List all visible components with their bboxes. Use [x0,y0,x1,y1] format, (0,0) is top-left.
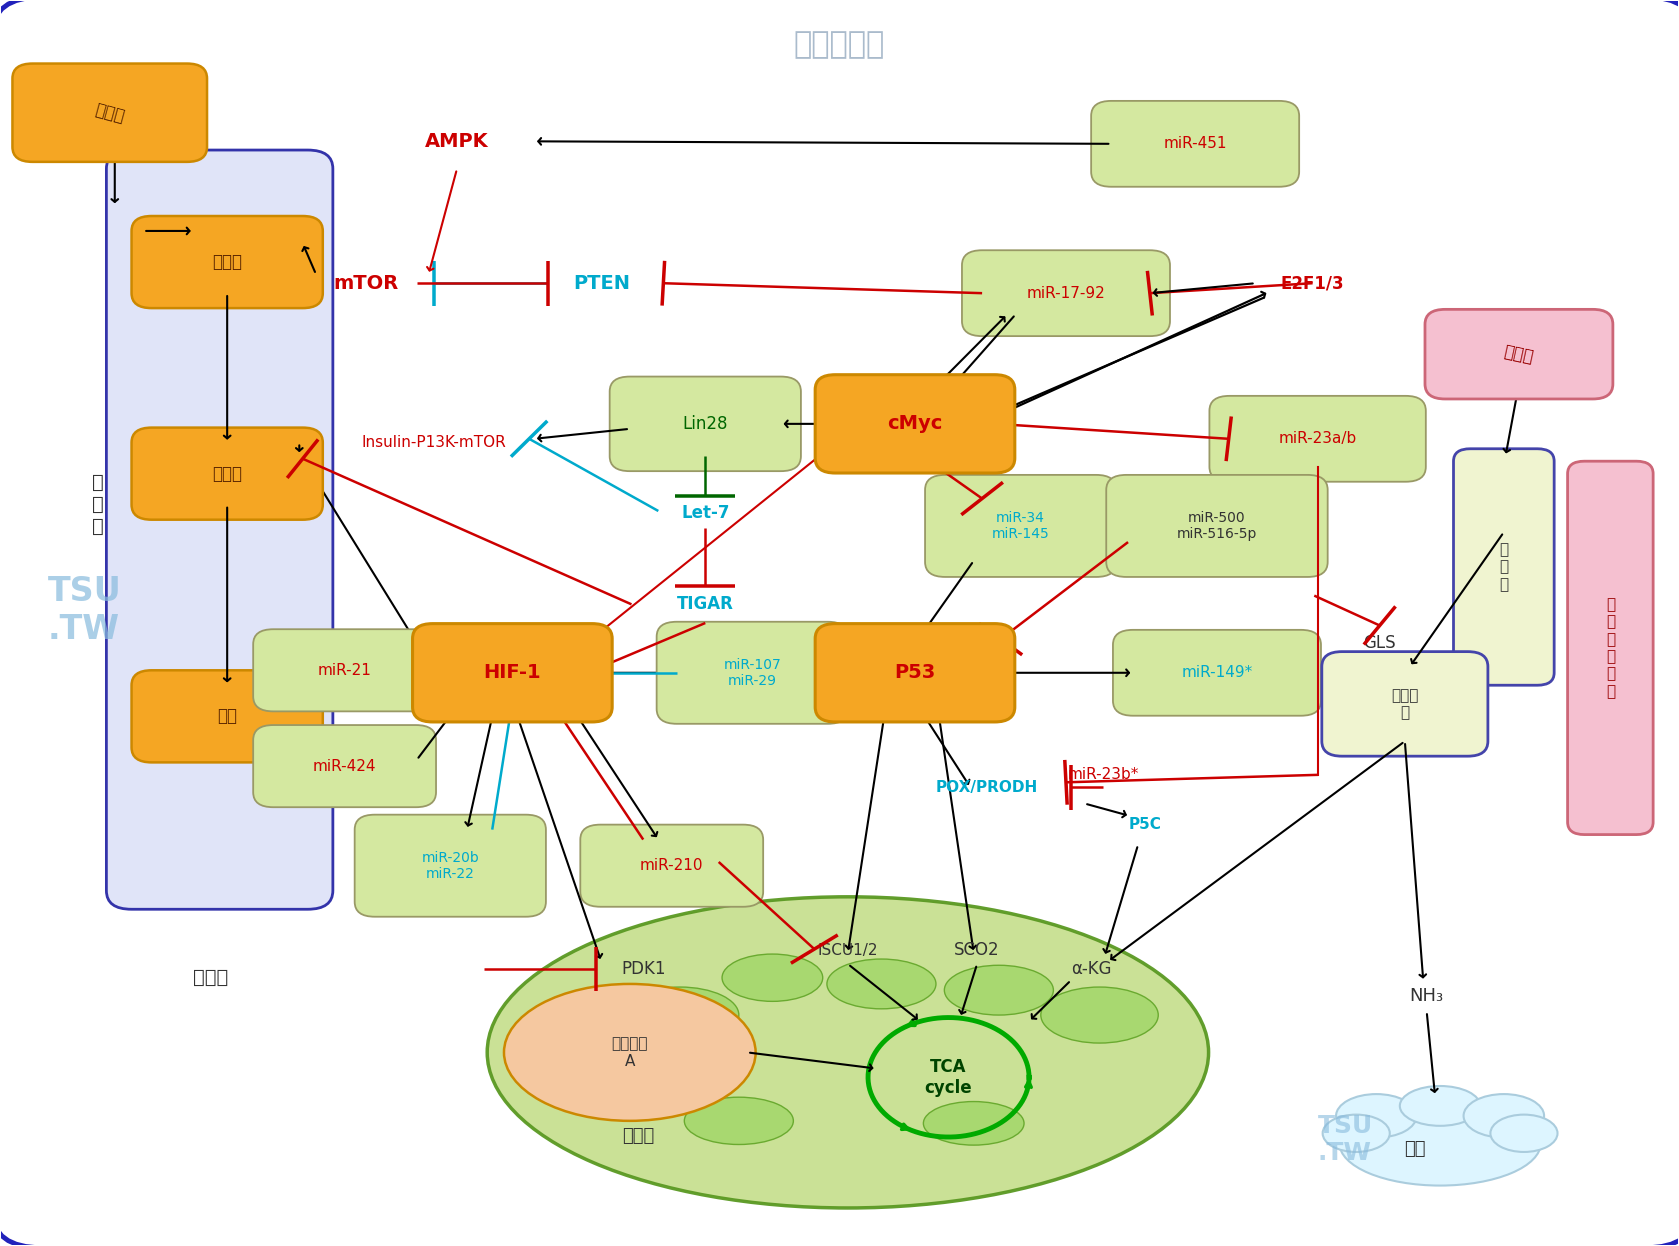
FancyBboxPatch shape [12,64,207,162]
Ellipse shape [621,987,739,1043]
Text: NH₃: NH₃ [1410,987,1444,1006]
Text: PTEN: PTEN [573,274,630,293]
Text: miR-23b*: miR-23b* [1068,768,1138,782]
Text: TSU
.TW: TSU .TW [47,574,121,647]
Text: miR-34
miR-145: miR-34 miR-145 [992,511,1049,541]
FancyBboxPatch shape [816,623,1014,721]
FancyBboxPatch shape [1425,309,1614,399]
Text: miR-20b
miR-22: miR-20b miR-22 [421,851,479,881]
Text: Let-7: Let-7 [682,505,730,522]
Ellipse shape [1491,1115,1558,1153]
FancyBboxPatch shape [131,427,322,520]
Ellipse shape [1041,987,1159,1043]
Text: ISCU1/2: ISCU1/2 [818,943,878,958]
Text: miR-23a/b: miR-23a/b [1278,431,1357,446]
Text: miR-500
miR-516-5p: miR-500 miR-516-5p [1177,511,1258,541]
Text: 葡萄糖: 葡萄糖 [212,253,242,272]
Ellipse shape [1400,1087,1481,1126]
Ellipse shape [722,954,823,1002]
Text: 乙酰辅酶
A: 乙酰辅酶 A [611,1037,648,1069]
Text: PDK1: PDK1 [621,959,665,978]
FancyBboxPatch shape [1106,475,1328,577]
Text: 线粒体: 线粒体 [621,1126,655,1145]
Text: TCA
cycle: TCA cycle [925,1058,972,1096]
FancyBboxPatch shape [254,629,437,711]
Text: TIGAR: TIGAR [677,596,734,613]
Text: 谷
氨
酰
胺
代
谢: 谷 氨 酰 胺 代 谢 [1605,597,1615,699]
Text: miR-21: miR-21 [317,663,371,678]
FancyBboxPatch shape [581,825,764,907]
Ellipse shape [504,984,756,1121]
Text: 乳酸: 乳酸 [217,708,237,725]
Text: 葡萄糖: 葡萄糖 [92,100,126,126]
Text: P5C: P5C [1128,817,1162,832]
FancyBboxPatch shape [1209,396,1425,482]
Ellipse shape [487,897,1209,1207]
Text: 谷氨酸: 谷氨酸 [1503,343,1536,366]
FancyBboxPatch shape [609,376,801,471]
Text: POX/PRODH: POX/PRODH [935,780,1038,795]
Ellipse shape [944,966,1053,1015]
FancyBboxPatch shape [1454,449,1555,685]
Text: 自噬: 自噬 [1404,1140,1425,1159]
Text: TSU
.TW: TSU .TW [1318,1114,1373,1165]
FancyBboxPatch shape [1113,629,1321,715]
Text: miR-451: miR-451 [1164,136,1227,151]
Text: E2F1/3: E2F1/3 [1281,274,1345,293]
Text: miR-149*: miR-149* [1182,665,1253,680]
Ellipse shape [923,1101,1024,1145]
Ellipse shape [1323,1115,1390,1153]
Text: P53: P53 [895,663,935,683]
Ellipse shape [1464,1094,1545,1138]
Text: miR-107
miR-29: miR-107 miR-29 [724,658,781,688]
Text: miR-210: miR-210 [640,858,704,873]
Text: miR-17-92: miR-17-92 [1026,285,1105,300]
Ellipse shape [1340,1101,1541,1185]
FancyBboxPatch shape [354,815,546,917]
Text: SCO2: SCO2 [954,941,1001,959]
Text: AMPK: AMPK [425,132,489,151]
Ellipse shape [828,959,935,1009]
FancyBboxPatch shape [254,725,437,807]
FancyBboxPatch shape [131,670,322,763]
FancyBboxPatch shape [962,250,1170,336]
FancyBboxPatch shape [413,623,613,721]
Text: mTOR: mTOR [334,274,400,293]
Text: miR-424: miR-424 [312,759,376,774]
FancyBboxPatch shape [925,475,1117,577]
Ellipse shape [1336,1094,1417,1138]
FancyBboxPatch shape [1091,101,1300,187]
Text: 天山医学院: 天山医学院 [794,30,885,59]
Text: Insulin-P13K-mTOR: Insulin-P13K-mTOR [361,435,505,450]
Text: HIF-1: HIF-1 [484,663,541,683]
Text: α-KG: α-KG [1071,959,1111,978]
Text: GLS: GLS [1363,634,1395,652]
FancyBboxPatch shape [131,216,322,308]
FancyBboxPatch shape [1321,652,1488,756]
FancyBboxPatch shape [1568,461,1654,835]
Text: cMyc: cMyc [887,415,942,434]
Text: Lin28: Lin28 [683,415,729,432]
FancyBboxPatch shape [816,375,1014,473]
Text: 糖
酵
解: 糖 酵 解 [92,473,104,536]
Text: 谷氨酸
盐: 谷氨酸 盐 [1392,688,1419,720]
Ellipse shape [685,1098,794,1145]
FancyBboxPatch shape [106,150,332,910]
Text: 谷
氨
酸: 谷 氨 酸 [1499,542,1508,592]
FancyBboxPatch shape [656,622,848,724]
Text: 细胞质: 细胞质 [193,968,228,987]
Text: 丙酮酸: 丙酮酸 [212,465,242,482]
